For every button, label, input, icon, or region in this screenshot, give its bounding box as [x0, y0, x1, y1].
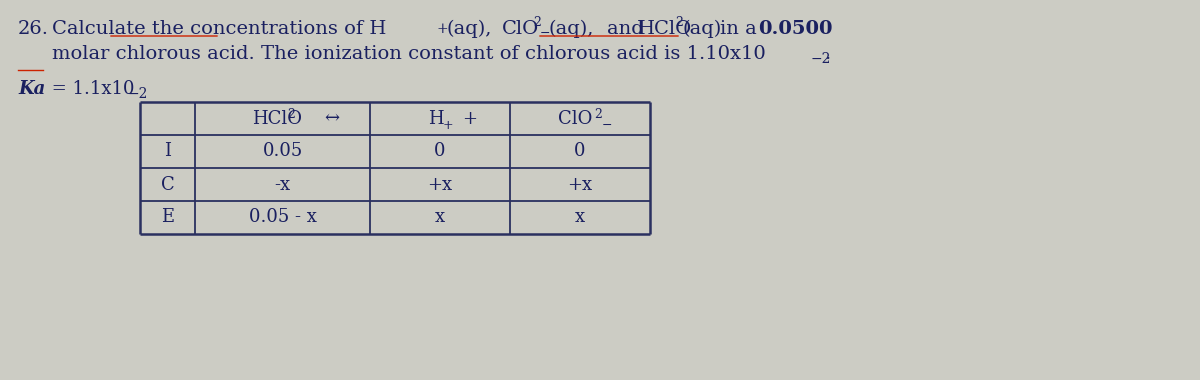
Text: +: + — [436, 22, 448, 36]
Text: 0.05 - x: 0.05 - x — [248, 209, 317, 226]
Text: 2: 2 — [674, 16, 683, 29]
Text: 26.: 26. — [18, 20, 49, 38]
Text: 0.0500: 0.0500 — [758, 20, 833, 38]
Text: H: H — [428, 109, 444, 128]
Text: -x: -x — [275, 176, 290, 193]
Text: Calculate the concentrations of H: Calculate the concentrations of H — [52, 20, 386, 38]
Text: 2: 2 — [594, 108, 602, 121]
Text: HClO: HClO — [252, 109, 302, 128]
Text: −: − — [602, 119, 612, 132]
Text: 0: 0 — [434, 142, 445, 160]
Text: +x: +x — [568, 176, 593, 193]
Text: Ka: Ka — [18, 80, 46, 98]
Text: = 1.1x10: = 1.1x10 — [46, 80, 134, 98]
Text: .: . — [824, 45, 830, 63]
Text: (aq),: (aq), — [550, 20, 594, 38]
Text: in a: in a — [720, 20, 757, 38]
Text: molar chlorous acid. The ionization constant of chlorous acid is 1.10x10: molar chlorous acid. The ionization cons… — [52, 45, 766, 63]
Text: C: C — [161, 176, 174, 193]
Text: HClO: HClO — [638, 20, 692, 38]
Text: −2: −2 — [811, 52, 832, 66]
Text: −2: −2 — [128, 87, 149, 101]
Text: x: x — [575, 209, 586, 226]
Text: +: + — [443, 119, 454, 132]
Text: 0: 0 — [575, 142, 586, 160]
Text: 2: 2 — [533, 16, 541, 29]
Text: ClO: ClO — [558, 109, 593, 128]
Text: (aq),: (aq), — [446, 20, 491, 38]
Text: 2: 2 — [288, 108, 295, 121]
Text: 0.05: 0.05 — [263, 142, 302, 160]
Text: E: E — [161, 209, 174, 226]
Text: +x: +x — [427, 176, 452, 193]
Text: −: − — [540, 27, 551, 40]
Text: x: x — [434, 209, 445, 226]
Text: ↔: ↔ — [324, 109, 340, 128]
Text: +: + — [462, 109, 478, 128]
Text: (aq): (aq) — [683, 20, 722, 38]
Text: ClO: ClO — [502, 20, 539, 38]
Text: and: and — [607, 20, 643, 38]
Text: I: I — [164, 142, 172, 160]
